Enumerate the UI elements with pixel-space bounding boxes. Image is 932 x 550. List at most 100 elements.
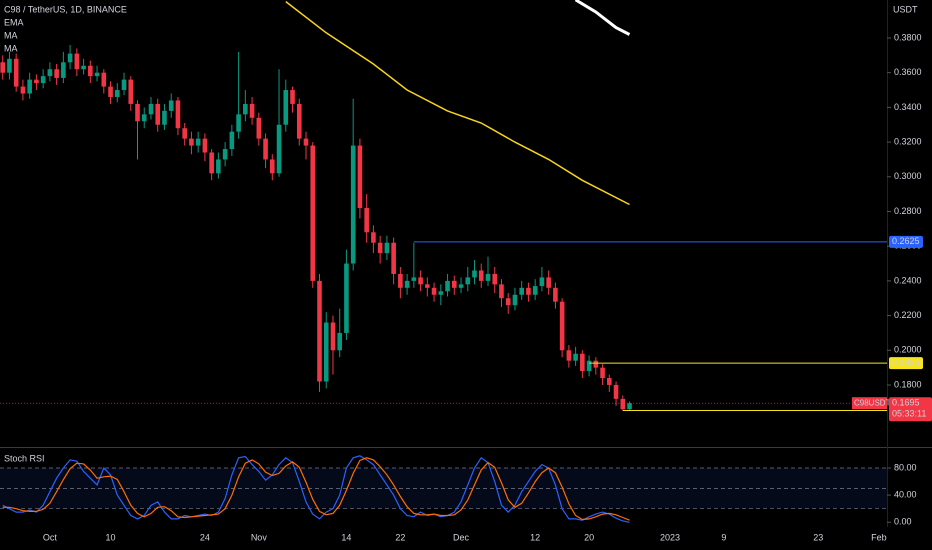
candle-body (216, 159, 221, 174)
candle-body (418, 277, 423, 285)
indicator: MA (4, 30, 18, 40)
indicator: MA (4, 43, 18, 53)
candle-body (445, 280, 450, 292)
y-tick-label: 0.2200 (894, 310, 922, 320)
candle-body (431, 287, 437, 295)
candle-body (283, 90, 289, 125)
countdown: 05:33:11 (892, 409, 926, 419)
candle-body (256, 117, 262, 139)
candle-body (566, 350, 572, 361)
y-tick-label: 0.1800 (894, 379, 922, 389)
candle-body (472, 270, 477, 278)
y-tick-label: 0.3600 (894, 67, 922, 77)
level-tag (889, 235, 923, 248)
x-tick-label: 14 (341, 532, 351, 542)
y-tick-label: 80.00 (894, 462, 917, 472)
x-tick-label: 20 (584, 532, 594, 542)
candle-body (135, 103, 140, 122)
candle-body (202, 138, 208, 153)
candle-body (229, 131, 235, 150)
candle-body (175, 100, 181, 129)
candle-body (263, 138, 268, 160)
candle-body (13, 58, 19, 87)
candle-body (54, 69, 59, 78)
candle-body (162, 110, 167, 125)
candle-body (323, 322, 329, 382)
candle-body (168, 100, 174, 111)
candle-body (296, 103, 302, 139)
rsi-line (2, 457, 630, 521)
candle-body (465, 277, 471, 285)
symbol-label: C98USDT (854, 398, 891, 407)
candle-body (539, 277, 545, 287)
candle-body (27, 79, 32, 94)
candle-body (553, 287, 558, 302)
candle-body (505, 298, 511, 306)
candle-body (222, 149, 228, 160)
candle-body (344, 263, 349, 333)
candle-body (600, 367, 605, 379)
y-tick-label: 0.3400 (894, 102, 922, 112)
candle-body (613, 384, 619, 399)
x-tick-label: 10 (106, 532, 116, 542)
candle-body (559, 301, 565, 351)
candle-body (81, 65, 86, 70)
y-tick-label: 0.2000 (894, 345, 922, 355)
symbol-tag (852, 397, 887, 410)
candle-body (593, 360, 599, 368)
x-tick-label: 9 (721, 532, 726, 542)
x-tick-label: Nov (251, 532, 268, 542)
candle-body (20, 86, 26, 94)
x-tick-label: 24 (200, 532, 210, 542)
candle-body (607, 378, 612, 385)
indicator: EMA (4, 17, 24, 27)
candle-body (451, 280, 457, 288)
candle-body (182, 128, 187, 139)
candle-body (492, 273, 498, 285)
candle-body (243, 103, 248, 115)
candle-body (526, 287, 531, 295)
x-tick-label: Dec (453, 532, 470, 542)
candle-body (101, 72, 107, 87)
y-tick-label: 0.2400 (894, 275, 922, 285)
candle-body (189, 138, 194, 146)
candle-body (478, 270, 484, 281)
candle-body (317, 280, 322, 382)
candle-body (303, 138, 309, 146)
candle-body (195, 138, 201, 146)
candle-body (499, 284, 504, 299)
x-tick-label: 12 (530, 532, 540, 542)
candle-body (371, 232, 376, 243)
candle-body (276, 124, 282, 174)
x-tick-label: 22 (395, 532, 405, 542)
candle-body (627, 403, 632, 410)
y-tick-label: 40.00 (894, 489, 917, 499)
y-tick-label: 0.3800 (894, 32, 922, 42)
candle-body (61, 62, 66, 78)
candle-body (236, 114, 241, 132)
candle-body (155, 103, 161, 125)
candle-body (350, 145, 356, 264)
candle-body (148, 103, 154, 115)
candle-body (357, 145, 363, 209)
candle-body (337, 332, 343, 351)
candle-body (67, 53, 73, 63)
candle-body (573, 353, 578, 361)
currency: USDT (893, 4, 918, 14)
candle-body (40, 76, 46, 84)
price-label: 0.1695 (892, 398, 920, 408)
y-tick-label: 0.2800 (894, 206, 922, 216)
candle-body (47, 69, 53, 77)
candle-body (128, 79, 134, 104)
x-tick-label: 2023 (660, 532, 680, 542)
level-tag (889, 357, 923, 370)
price-tag (889, 397, 932, 422)
candle-body (310, 145, 316, 281)
candle-body (141, 114, 147, 122)
candle-body (94, 72, 100, 77)
ma-line (285, 1, 630, 206)
x-tick-label: Feb (871, 532, 887, 542)
rsi-line (2, 455, 630, 523)
level-label: 0.2625 (892, 236, 920, 246)
candle-body (74, 53, 80, 70)
